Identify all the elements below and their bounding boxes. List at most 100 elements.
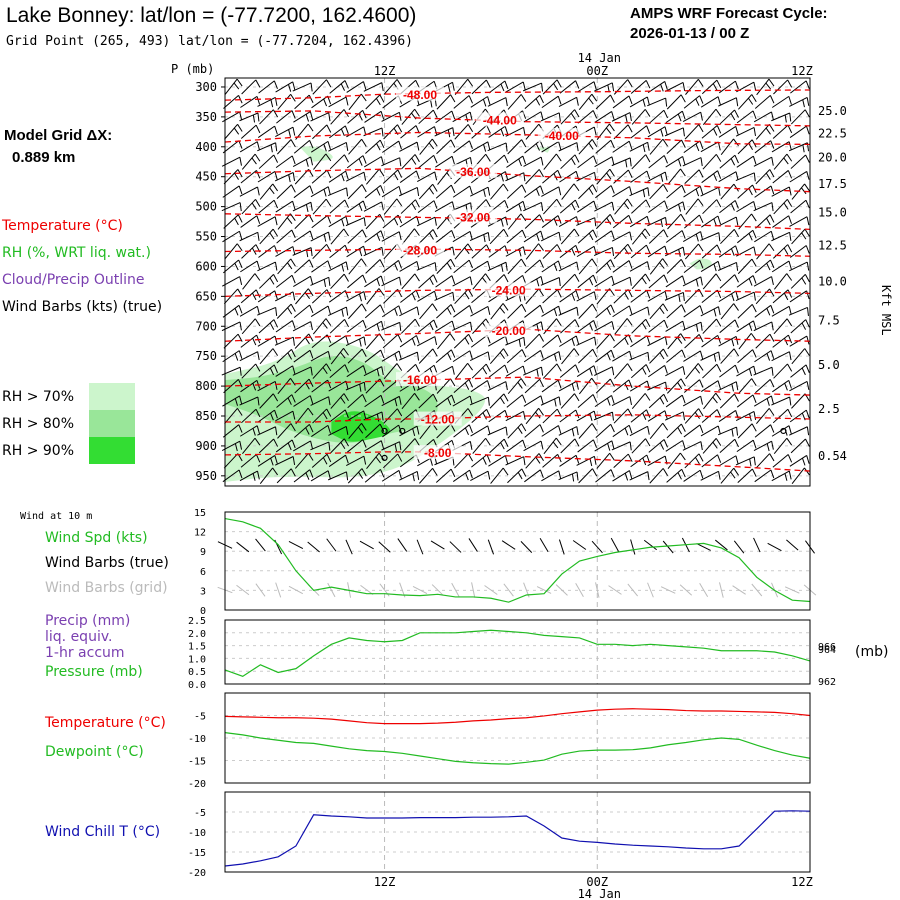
- wind-barb-shaft: [437, 168, 451, 185]
- cloud-markers: [381, 427, 787, 461]
- wind-barb: [773, 153, 793, 170]
- wind-barb: [665, 275, 686, 288]
- wind-barb: [594, 366, 615, 376]
- wind-barb: [682, 231, 704, 242]
- wind-barb-feather: [326, 408, 332, 417]
- isotherm-line: [224, 248, 811, 257]
- wind-barb: [258, 154, 279, 169]
- wind-barb: [542, 289, 562, 304]
- wind-barb: [630, 364, 651, 379]
- wind-barb-feather: [272, 228, 279, 237]
- wind-barb-shaft: [753, 276, 772, 287]
- barb-shaft: [484, 585, 498, 595]
- wind-barb-feather: [363, 172, 367, 181]
- wind-barb-feather: [699, 350, 704, 360]
- wind-barb-shaft: [682, 276, 702, 287]
- wind-barb-feather: [381, 201, 384, 211]
- wind-barb: [330, 348, 349, 365]
- wind-barb-feather: [769, 214, 775, 223]
- wind-barb-feather: [538, 333, 544, 342]
- wind-barb-shaft: [664, 292, 684, 301]
- wind-barb-feather: [680, 378, 686, 387]
- wind-barb-feather: [500, 264, 504, 272]
- wind-barb-feather: [571, 383, 575, 392]
- wind-barb-shaft: [399, 306, 418, 317]
- wind-barb: [523, 440, 544, 452]
- wind-barb-feather: [789, 232, 792, 241]
- wind-barb: [558, 261, 579, 272]
- wind-barb-shaft: [578, 93, 593, 111]
- wind-barb-feather: [733, 183, 739, 192]
- wind-barb-shaft: [772, 454, 789, 468]
- wind-barb: [700, 186, 721, 197]
- wind-barb-shaft: [363, 127, 383, 137]
- wind-barb-feather: [734, 393, 739, 402]
- wind10m-barb-true: [539, 538, 549, 552]
- wind-barb-shaft: [383, 408, 398, 424]
- barb-shaft: [275, 582, 282, 598]
- wind-barb: [613, 124, 633, 140]
- wind-barb: [276, 468, 296, 484]
- wind-barb: [720, 348, 739, 364]
- wind-barb-shaft: [737, 304, 753, 319]
- wind-barb-feather: [521, 349, 527, 358]
- wind-barb: [648, 200, 668, 213]
- wind-barb: [400, 199, 420, 214]
- wind-barb-shaft: [684, 243, 699, 260]
- wind-barb-shaft: [630, 409, 647, 423]
- wind-barb-shaft: [452, 202, 471, 211]
- wind-barb-shaft: [541, 425, 559, 437]
- wind-barb: [613, 243, 633, 260]
- wind-barb-shaft: [648, 155, 665, 169]
- wind-barb-feather: [610, 350, 615, 359]
- wind-barb: [735, 172, 756, 182]
- wind-barb-feather: [682, 275, 686, 285]
- wind-barb: [346, 81, 367, 93]
- isotherm-label-bg: [537, 128, 586, 143]
- wind-barb: [612, 186, 633, 198]
- wind-barb-feather: [541, 367, 544, 376]
- wind-barb-shaft: [737, 139, 753, 155]
- wind-barb-feather: [362, 439, 367, 448]
- wind-barb-feather: [397, 453, 403, 462]
- wind-barb: [471, 79, 491, 95]
- wind-barb-shaft: [593, 411, 613, 421]
- wind-barb-shaft: [543, 198, 558, 215]
- wind-barb-shaft: [471, 363, 487, 379]
- wind-barb: [364, 349, 385, 363]
- wind-barb-feather: [541, 83, 544, 92]
- wind-barb-shaft: [259, 467, 274, 485]
- wind-barb-shaft: [789, 380, 808, 392]
- wind-barb-feather: [748, 368, 753, 377]
- wind-barb-shaft: [471, 79, 487, 95]
- wind-barb-feather: [363, 382, 366, 391]
- wind-barb-shaft: [257, 142, 276, 152]
- wind-barb-shaft: [631, 109, 646, 125]
- wind-barb-feather: [553, 308, 558, 317]
- wind-barb-shaft: [789, 290, 807, 303]
- wind-barb-feather: [695, 279, 699, 287]
- wind-barb-feather: [751, 213, 757, 222]
- wind-barb-shaft: [240, 124, 257, 139]
- wind-barb: [294, 214, 314, 229]
- wind-barb: [328, 216, 349, 228]
- wind-barb: [398, 351, 420, 361]
- wind-barb-feather: [628, 379, 633, 389]
- wind-barb: [222, 185, 243, 198]
- wind-barb-feather: [292, 246, 296, 255]
- wind10m-barb-true: [591, 540, 603, 554]
- wind-barb-shaft: [576, 455, 595, 466]
- wind-barb-feather: [698, 169, 704, 178]
- wind-barb-shaft: [789, 125, 807, 138]
- wind-barb-feather: [292, 365, 296, 375]
- wind-barb-feather: [771, 276, 774, 286]
- pressure-unit-label: (mb): [855, 644, 888, 660]
- wind-barb-feather: [345, 454, 349, 464]
- wind-barb-shaft: [418, 183, 434, 200]
- wind-barb: [383, 198, 403, 215]
- wind-barb-feather: [766, 217, 771, 226]
- wind-barb-feather: [269, 367, 275, 376]
- wind-barb-feather: [429, 277, 434, 286]
- wind-barb-feather: [591, 303, 598, 312]
